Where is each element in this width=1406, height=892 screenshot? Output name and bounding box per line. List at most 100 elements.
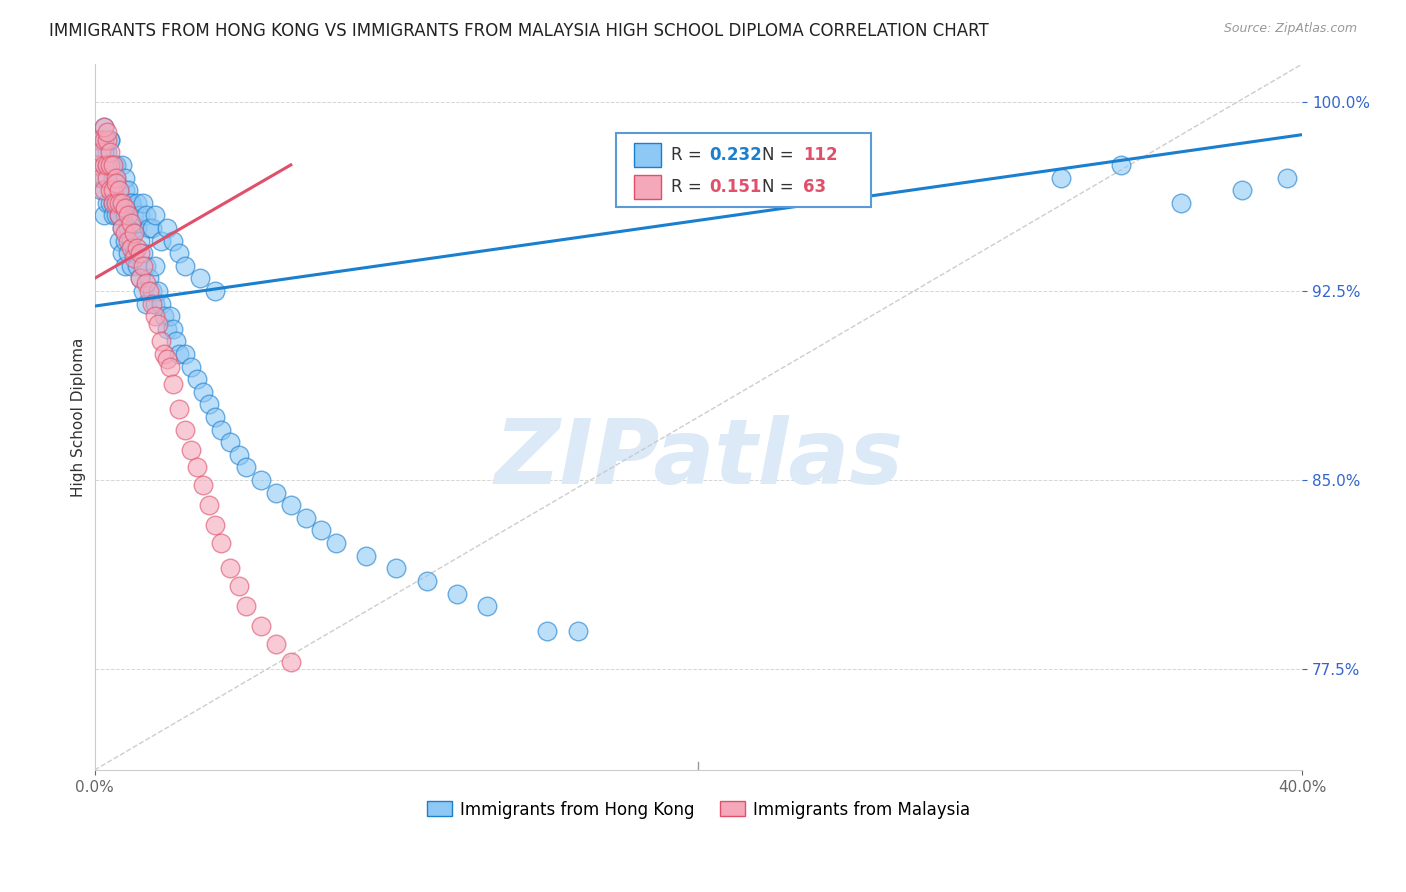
- Point: [101, 208, 124, 222]
- Point: [98, 158, 121, 172]
- Point: [125, 221, 148, 235]
- Point: [264, 637, 287, 651]
- Point: [180, 442, 202, 457]
- Point: [93, 120, 115, 134]
- Point: [141, 284, 163, 298]
- Point: [150, 296, 173, 310]
- Point: [90, 170, 112, 185]
- Point: [138, 271, 160, 285]
- Point: [90, 145, 112, 160]
- Point: [93, 133, 115, 147]
- Point: [93, 145, 115, 160]
- Point: [162, 322, 184, 336]
- Point: [128, 271, 150, 285]
- Point: [235, 460, 257, 475]
- Text: R =: R =: [671, 178, 707, 196]
- Point: [90, 183, 112, 197]
- Point: [132, 284, 155, 298]
- Point: [567, 624, 589, 639]
- Point: [101, 195, 124, 210]
- Text: N =: N =: [762, 178, 799, 196]
- Point: [143, 309, 166, 323]
- Point: [159, 309, 181, 323]
- Point: [156, 221, 179, 235]
- Point: [156, 352, 179, 367]
- Point: [107, 208, 129, 222]
- Point: [111, 246, 134, 260]
- Point: [120, 195, 142, 210]
- Point: [96, 125, 118, 139]
- Point: [114, 183, 136, 197]
- Point: [104, 195, 127, 210]
- Point: [117, 221, 139, 235]
- Text: 112: 112: [803, 146, 838, 164]
- Point: [167, 347, 190, 361]
- Y-axis label: High School Diploma: High School Diploma: [72, 337, 86, 497]
- Point: [104, 170, 127, 185]
- Point: [114, 259, 136, 273]
- Point: [138, 221, 160, 235]
- Text: 63: 63: [803, 178, 827, 196]
- Point: [96, 195, 118, 210]
- Point: [204, 410, 226, 425]
- Point: [101, 170, 124, 185]
- Point: [96, 133, 118, 147]
- Point: [143, 296, 166, 310]
- Point: [193, 384, 215, 399]
- Point: [264, 485, 287, 500]
- Point: [132, 246, 155, 260]
- Point: [96, 158, 118, 172]
- Point: [107, 183, 129, 197]
- Point: [153, 347, 176, 361]
- Point: [295, 511, 318, 525]
- Point: [156, 322, 179, 336]
- Point: [1275, 170, 1298, 185]
- Point: [150, 234, 173, 248]
- Text: 0.151: 0.151: [709, 178, 762, 196]
- Point: [186, 372, 208, 386]
- Point: [1049, 170, 1071, 185]
- Point: [235, 599, 257, 614]
- Point: [174, 423, 197, 437]
- Point: [132, 259, 155, 273]
- Point: [96, 158, 118, 172]
- Point: [104, 176, 127, 190]
- Point: [98, 133, 121, 147]
- Point: [104, 208, 127, 222]
- Point: [96, 170, 118, 185]
- Point: [219, 561, 242, 575]
- Point: [125, 195, 148, 210]
- Point: [117, 208, 139, 222]
- Point: [204, 518, 226, 533]
- Point: [90, 133, 112, 147]
- Point: [101, 158, 124, 172]
- Point: [209, 536, 232, 550]
- Point: [475, 599, 498, 614]
- Point: [198, 498, 221, 512]
- Point: [120, 216, 142, 230]
- Point: [153, 309, 176, 323]
- Point: [90, 133, 112, 147]
- Point: [96, 158, 118, 172]
- Point: [128, 271, 150, 285]
- Point: [128, 234, 150, 248]
- Point: [98, 158, 121, 172]
- Point: [96, 145, 118, 160]
- Point: [101, 195, 124, 210]
- Point: [1230, 183, 1253, 197]
- Point: [356, 549, 378, 563]
- FancyBboxPatch shape: [616, 133, 872, 207]
- Point: [120, 195, 142, 210]
- Point: [107, 208, 129, 222]
- Point: [141, 221, 163, 235]
- Point: [141, 296, 163, 310]
- Point: [120, 241, 142, 255]
- Point: [325, 536, 347, 550]
- Point: [122, 208, 145, 222]
- Point: [117, 183, 139, 197]
- Point: [162, 377, 184, 392]
- Point: [219, 435, 242, 450]
- Point: [120, 234, 142, 248]
- Point: [146, 284, 169, 298]
- Point: [104, 195, 127, 210]
